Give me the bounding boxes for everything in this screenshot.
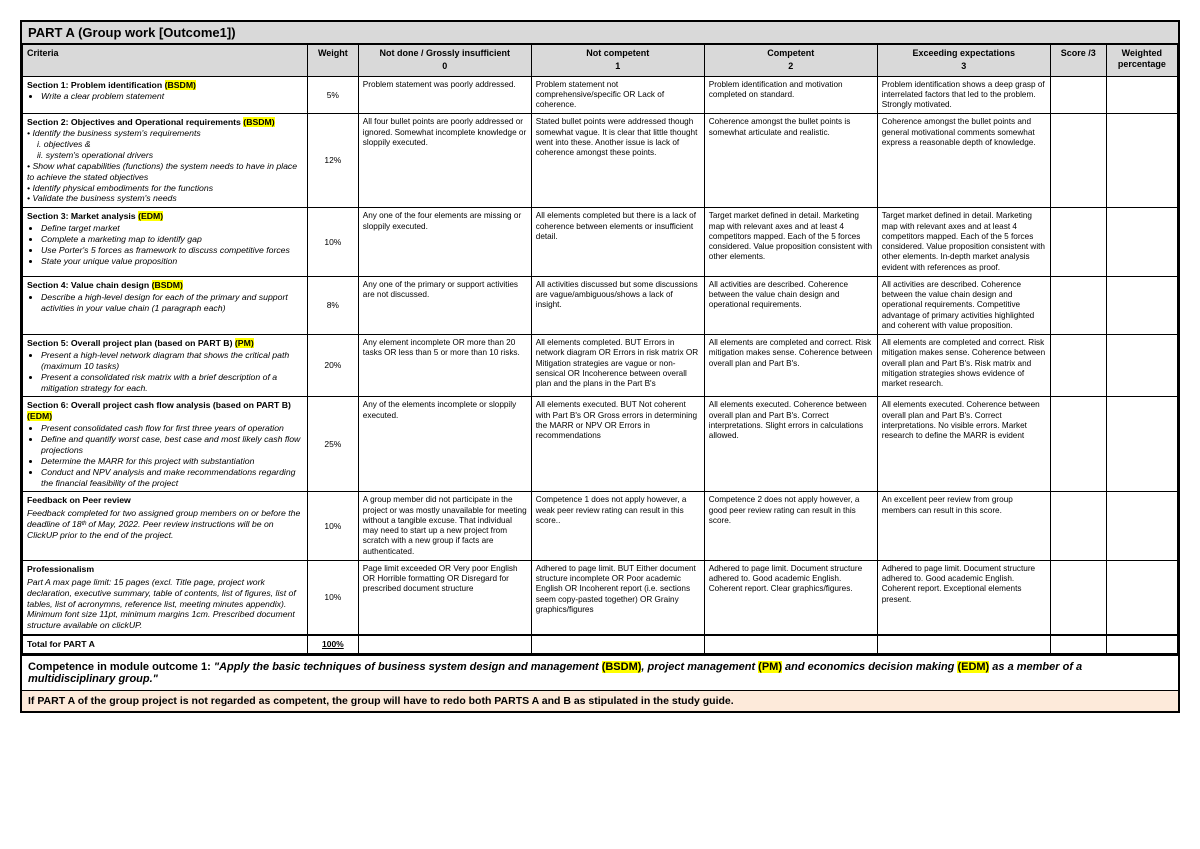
level-cell: Any element incomplete OR more than 20 t… — [358, 335, 531, 397]
score-cell — [1050, 208, 1106, 277]
score-cell — [1050, 560, 1106, 635]
rubric-row: Section 4: Value chain design (BSDM)Desc… — [23, 276, 1178, 334]
weighted-cell — [1106, 335, 1177, 397]
level-cell: Adhered to page limit. BUT Either docume… — [531, 560, 704, 635]
criteria-cell: Section 4: Value chain design (BSDM)Desc… — [23, 276, 308, 334]
level-cell: Any of the elements incomplete or sloppi… — [358, 397, 531, 492]
weight-cell: 10% — [307, 492, 358, 561]
rubric-title: PART A (Group work [Outcome1]) — [22, 22, 1178, 44]
weighted-cell — [1106, 492, 1177, 561]
level-cell: Page limit exceeded OR Very poor English… — [358, 560, 531, 635]
level-cell: A group member did not participate in th… — [358, 492, 531, 561]
level-cell: All elements are completed and correct. … — [877, 335, 1050, 397]
weighted-cell — [1106, 560, 1177, 635]
criteria-cell: Section 5: Overall project plan (based o… — [23, 335, 308, 397]
weight-cell: 12% — [307, 114, 358, 208]
level-cell: Competence 1 does not apply however, a w… — [531, 492, 704, 561]
header-level3: Exceeding expectations3 — [877, 45, 1050, 77]
rubric-row: Section 3: Market analysis (EDM)Define t… — [23, 208, 1178, 277]
level-cell: An excellent peer review from group memb… — [877, 492, 1050, 561]
rubric-row: Section 5: Overall project plan (based o… — [23, 335, 1178, 397]
level-cell: Competence 2 does not apply however, a g… — [704, 492, 877, 561]
criteria-cell: Professionalism Part A max page limit: 1… — [23, 560, 308, 635]
total-label: Total for PART A — [23, 635, 308, 653]
level-cell: Problem statement was poorly addressed. — [358, 76, 531, 114]
competence-footer: Competence in module outcome 1: "Apply t… — [22, 654, 1178, 690]
level-cell: All elements executed. BUT Not coherent … — [531, 397, 704, 492]
score-cell — [1050, 335, 1106, 397]
level-cell: Problem identification and motivation co… — [704, 76, 877, 114]
score-cell — [1050, 397, 1106, 492]
criteria-cell: Section 6: Overall project cash flow ana… — [23, 397, 308, 492]
level-cell: Problem statement not comprehensive/spec… — [531, 76, 704, 114]
rubric-row: Section 2: Objectives and Operational re… — [23, 114, 1178, 208]
weight-cell: 5% — [307, 76, 358, 114]
weight-cell: 10% — [307, 560, 358, 635]
level-cell: All elements executed. Coherence between… — [877, 397, 1050, 492]
score-cell — [1050, 76, 1106, 114]
total-weight: 100% — [307, 635, 358, 653]
header-score: Score /3 — [1050, 45, 1106, 77]
level-cell: Any one of the primary or support activi… — [358, 276, 531, 334]
warning-footer: If PART A of the group project is not re… — [22, 690, 1178, 711]
weighted-cell — [1106, 276, 1177, 334]
total-row: Total for PART A 100% — [23, 635, 1178, 653]
level-cell: Any one of the four elements are missing… — [358, 208, 531, 277]
level-cell: Target market defined in detail. Marketi… — [704, 208, 877, 277]
level-cell: All elements are completed and correct. … — [704, 335, 877, 397]
rubric-container: PART A (Group work [Outcome1]) Criteria … — [20, 20, 1180, 713]
level-cell: Coherence amongst the bullet points and … — [877, 114, 1050, 208]
level-cell: All activities are described. Coherence … — [704, 276, 877, 334]
score-cell — [1050, 276, 1106, 334]
level-cell: All activities discussed but some discus… — [531, 276, 704, 334]
level-cell: All four bullet points are poorly addres… — [358, 114, 531, 208]
level-cell: Adhered to page limit. Document structur… — [704, 560, 877, 635]
weight-cell: 8% — [307, 276, 358, 334]
weight-cell: 25% — [307, 397, 358, 492]
level-cell: All elements completed. BUT Errors in ne… — [531, 335, 704, 397]
weighted-cell — [1106, 397, 1177, 492]
level-cell: Adhered to page limit. Document structur… — [877, 560, 1050, 635]
criteria-cell: Section 1: Problem identification (BSDM)… — [23, 76, 308, 114]
weighted-cell — [1106, 76, 1177, 114]
header-level0: Not done / Grossly insufficient0 — [358, 45, 531, 77]
level-cell: All activities are described. Coherence … — [877, 276, 1050, 334]
header-wp: Weighted percentage — [1106, 45, 1177, 77]
rubric-table: Criteria Weight Not done / Grossly insuf… — [22, 44, 1178, 654]
score-cell — [1050, 492, 1106, 561]
rubric-row: Section 6: Overall project cash flow ana… — [23, 397, 1178, 492]
level-cell: Stated bullet points were addressed thou… — [531, 114, 704, 208]
criteria-cell: Section 3: Market analysis (EDM)Define t… — [23, 208, 308, 277]
header-weight: Weight — [307, 45, 358, 77]
weighted-cell — [1106, 114, 1177, 208]
level-cell: All elements executed. Coherence between… — [704, 397, 877, 492]
criteria-cell: Feedback on Peer review Feedback complet… — [23, 492, 308, 561]
level-cell: Problem identification shows a deep gras… — [877, 76, 1050, 114]
rubric-row: Feedback on Peer review Feedback complet… — [23, 492, 1178, 561]
header-level1: Not competent1 — [531, 45, 704, 77]
level-cell: Coherence amongst the bullet points is s… — [704, 114, 877, 208]
rubric-row: Section 1: Problem identification (BSDM)… — [23, 76, 1178, 114]
score-cell — [1050, 114, 1106, 208]
weight-cell: 20% — [307, 335, 358, 397]
weight-cell: 10% — [307, 208, 358, 277]
weighted-cell — [1106, 208, 1177, 277]
criteria-cell: Section 2: Objectives and Operational re… — [23, 114, 308, 208]
header-criteria: Criteria — [23, 45, 308, 77]
rubric-row: Professionalism Part A max page limit: 1… — [23, 560, 1178, 635]
level-cell: Target market defined in detail. Marketi… — [877, 208, 1050, 277]
level-cell: All elements completed but there is a la… — [531, 208, 704, 277]
header-level2: Competent2 — [704, 45, 877, 77]
